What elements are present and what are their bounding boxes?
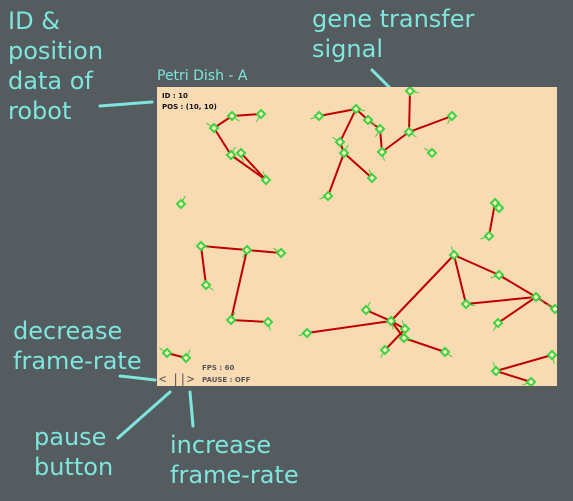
robot-icon bbox=[446, 110, 458, 122]
gene-link bbox=[240, 152, 267, 181]
leader-increase bbox=[188, 390, 195, 428]
robot-icon bbox=[322, 190, 334, 202]
robot-icon bbox=[374, 123, 386, 135]
gene-link bbox=[498, 274, 537, 298]
robot-icon bbox=[493, 269, 505, 281]
gene-link bbox=[381, 131, 410, 153]
robot-icon bbox=[366, 172, 378, 184]
robot-icon bbox=[546, 349, 557, 361]
decrease-framerate-button[interactable]: < bbox=[159, 372, 167, 386]
gene-link bbox=[453, 254, 467, 305]
robot-icon bbox=[403, 126, 415, 138]
robot-icon bbox=[404, 87, 416, 97]
gene-link bbox=[230, 319, 269, 323]
annotation-pause-button: pause button bbox=[34, 423, 114, 481]
dish-title: Petri Dish - A bbox=[157, 68, 248, 84]
robot-icon bbox=[379, 344, 391, 356]
robot-icon bbox=[350, 103, 362, 115]
robot-icon bbox=[362, 114, 374, 126]
robot-icon bbox=[301, 327, 313, 339]
gene-link bbox=[339, 108, 357, 143]
robot-icon bbox=[235, 147, 247, 159]
robot-icon bbox=[493, 202, 505, 214]
robot-icon bbox=[175, 198, 187, 210]
robot-icon bbox=[385, 315, 397, 327]
annotation-gene-transfer: gene transfer signal bbox=[312, 5, 475, 63]
robot-icon bbox=[226, 110, 238, 122]
gene-link bbox=[306, 320, 392, 334]
robot-icon bbox=[225, 314, 237, 326]
petri-dish-canvas: ID : 10 POS : (10, 10) FPS : 60 PAUSE : … bbox=[157, 87, 557, 386]
increase-framerate-button[interactable]: > bbox=[187, 372, 195, 386]
gene-link bbox=[403, 337, 446, 353]
gene-link bbox=[327, 152, 345, 197]
robot-icon bbox=[376, 146, 388, 158]
gene-link bbox=[495, 370, 532, 383]
robot-icon bbox=[530, 291, 542, 303]
robot-icon bbox=[525, 376, 537, 386]
fps-readout: FPS : 60 bbox=[202, 364, 235, 372]
gene-link bbox=[230, 154, 267, 181]
robot-icon bbox=[399, 323, 411, 335]
gene-link bbox=[488, 202, 496, 237]
pause-state-readout: PAUSE : OFF bbox=[202, 376, 251, 384]
robot-icon bbox=[439, 346, 451, 358]
robot-icon bbox=[208, 122, 220, 134]
robot-icon bbox=[262, 316, 274, 328]
annotation-increase-framerate: increase frame-rate bbox=[170, 431, 299, 489]
annotation-robot-info: ID & position data of robot bbox=[8, 7, 104, 125]
robot-icon bbox=[334, 136, 346, 148]
gene-link bbox=[408, 90, 411, 133]
robot-icon bbox=[448, 249, 460, 261]
leader-robot-info bbox=[98, 100, 154, 108]
gene-link bbox=[497, 296, 537, 324]
robot-icon bbox=[161, 347, 173, 359]
gene-link bbox=[390, 254, 455, 322]
gene-link bbox=[408, 115, 453, 133]
robot-icon bbox=[180, 352, 192, 364]
leader-pause bbox=[116, 390, 172, 440]
robot-icon bbox=[492, 317, 504, 329]
leader-decrease bbox=[118, 374, 157, 382]
robot-icon bbox=[225, 149, 237, 161]
gene-link bbox=[230, 249, 248, 321]
gene-link bbox=[200, 245, 248, 251]
gene-link bbox=[318, 108, 357, 117]
robot-icon bbox=[460, 298, 472, 310]
robot-id-label: ID : 10 bbox=[162, 92, 188, 100]
gene-link bbox=[213, 127, 232, 156]
robot-icon bbox=[241, 244, 253, 256]
robot-icon bbox=[260, 174, 272, 186]
robot-icon bbox=[255, 108, 267, 120]
gene-link bbox=[453, 254, 500, 276]
robot-icon bbox=[200, 279, 212, 291]
gene-link bbox=[246, 249, 282, 254]
robot-position-label: POS : (10, 10) bbox=[162, 103, 217, 111]
gene-link bbox=[495, 354, 553, 372]
annotation-decrease-framerate: decrease frame-rate bbox=[13, 317, 142, 375]
robot-icon bbox=[549, 303, 557, 315]
robot-icon bbox=[360, 304, 372, 316]
gene-link bbox=[365, 309, 392, 322]
robot-icon bbox=[426, 147, 438, 159]
robot-icon bbox=[338, 147, 350, 159]
gene-link bbox=[384, 328, 406, 351]
robot-icon bbox=[313, 110, 325, 122]
gene-link bbox=[465, 296, 537, 305]
gene-link bbox=[200, 245, 207, 286]
pause-button[interactable]: || bbox=[172, 372, 187, 386]
robot-icon bbox=[398, 332, 410, 344]
simulation-layer bbox=[159, 87, 557, 386]
robot-icon bbox=[490, 365, 502, 377]
gene-link bbox=[343, 152, 373, 179]
robot-icon bbox=[275, 247, 287, 259]
robot-icon bbox=[195, 240, 207, 252]
robot-icon bbox=[483, 230, 495, 242]
